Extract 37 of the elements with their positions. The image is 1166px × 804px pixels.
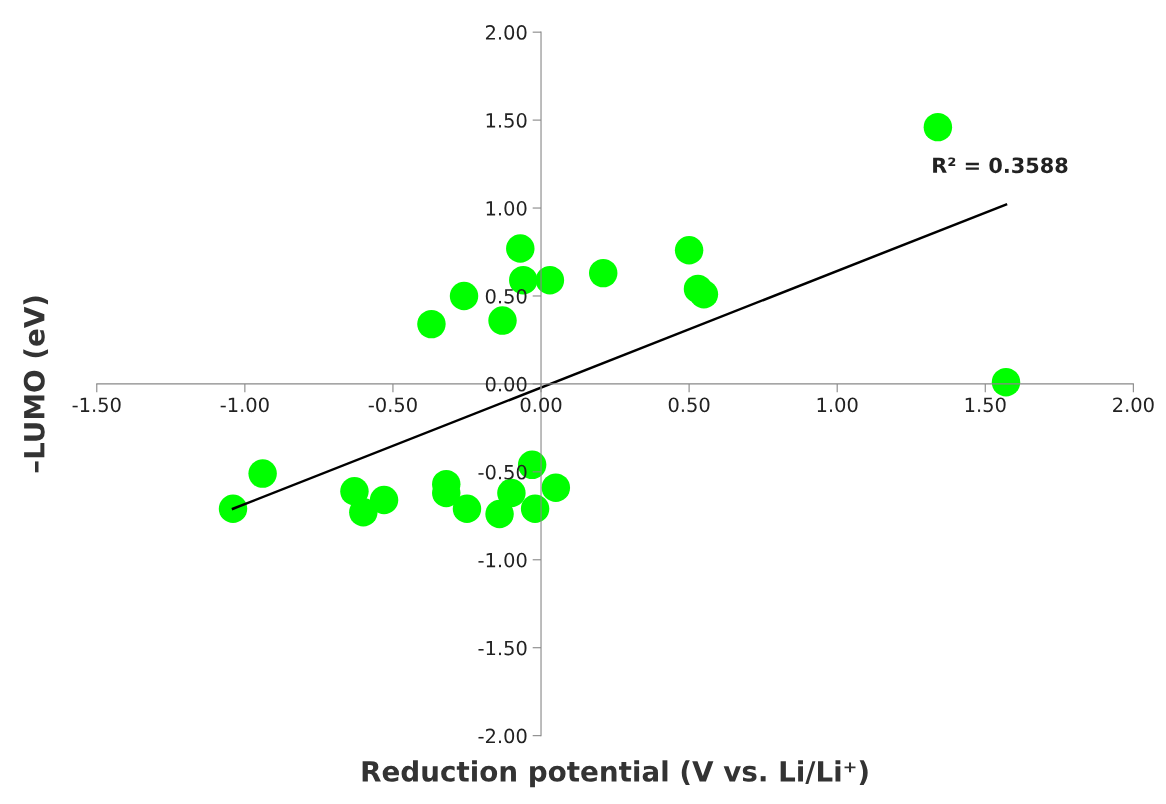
- point: [248, 459, 277, 488]
- y-tick-label: -1.00: [478, 552, 527, 568]
- point: [452, 494, 482, 524]
- y-tick-label: 0.50: [485, 288, 527, 304]
- point: [535, 265, 565, 295]
- point: [369, 485, 399, 515]
- x-tick-label: 1.00: [817, 397, 858, 413]
- point: [689, 279, 719, 309]
- point: [506, 234, 535, 263]
- x-axis-title: Reduction potential (V vs. Li/Li⁺): [362, 760, 868, 788]
- y-axis-title: –LUMO (eV): [23, 296, 49, 473]
- y-tick-label: 0.00: [485, 376, 527, 392]
- x-tick-label: 0.50: [668, 397, 710, 413]
- point: [488, 306, 517, 335]
- y-tick-label: -1.50: [478, 640, 527, 656]
- point: [588, 258, 618, 288]
- x-tick-label: 0.00: [520, 397, 562, 413]
- annotation: R² = 0.3588: [933, 157, 1068, 174]
- y-tick-label: 1.50: [486, 113, 527, 128]
- point: [541, 473, 571, 502]
- y-tick-label: 2.00: [485, 25, 527, 40]
- point: [449, 281, 479, 311]
- point: [485, 499, 514, 529]
- y-tick-label: -2.00: [478, 728, 527, 744]
- point: [497, 478, 526, 508]
- point: [923, 112, 953, 142]
- x-tick-label: 1.50: [965, 397, 1006, 413]
- x-tick-label: -1.50: [72, 397, 121, 413]
- x-tick-label: -1.00: [220, 397, 269, 413]
- x-tick-label: -0.50: [368, 397, 417, 413]
- y-tick-label: 1.00: [486, 200, 527, 216]
- point: [417, 309, 446, 339]
- point: [218, 494, 248, 524]
- point: [349, 498, 378, 527]
- x-tick-label: 2.00: [1113, 397, 1154, 413]
- point: [520, 494, 550, 524]
- point: [674, 236, 704, 265]
